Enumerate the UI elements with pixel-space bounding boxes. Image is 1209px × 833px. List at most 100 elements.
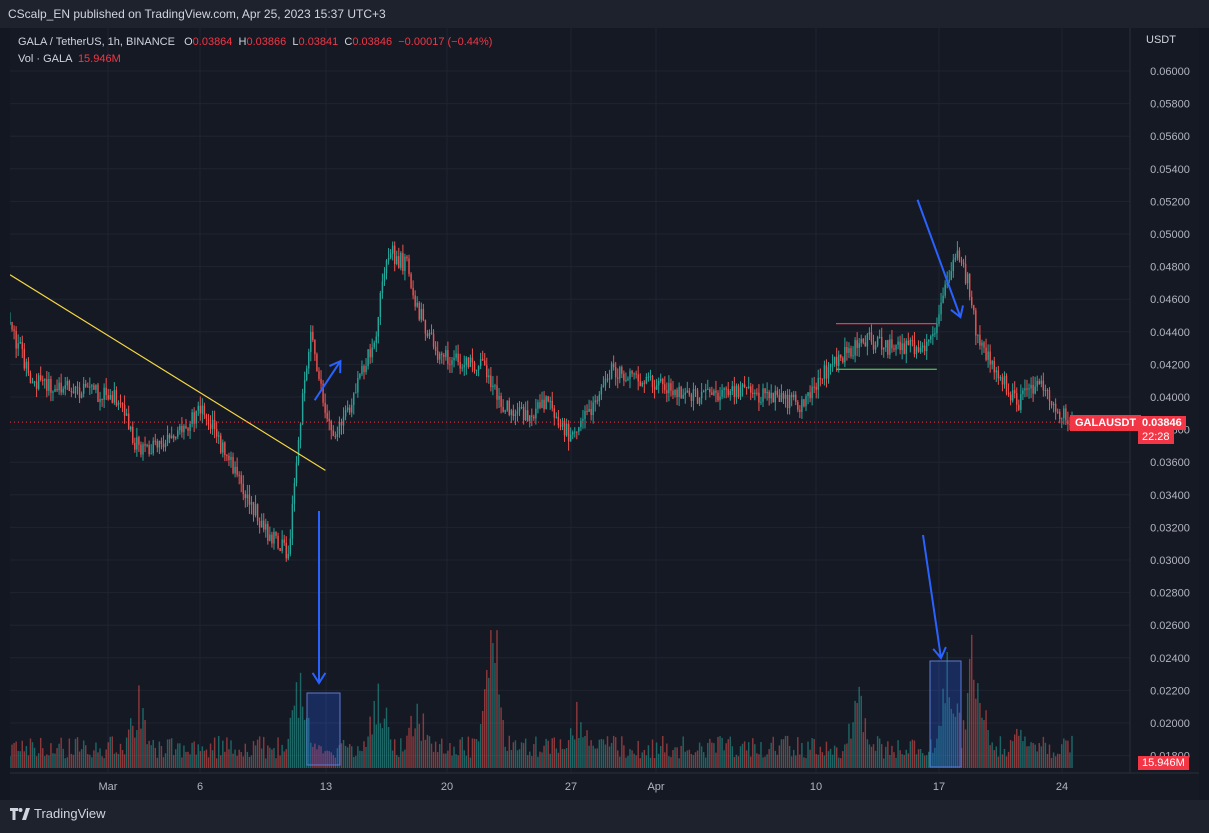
- candle-body: [463, 365, 465, 368]
- volume-bar: [655, 742, 658, 768]
- volume-bar: [367, 736, 369, 768]
- candle-body: [866, 334, 869, 347]
- volume-highlight-box-1[interactable]: [306, 692, 341, 766]
- candle-body: [803, 399, 805, 407]
- volume-bar: [123, 754, 126, 768]
- volume-bar: [572, 735, 574, 768]
- volume-bar: [803, 757, 805, 768]
- volume-bar: [146, 744, 148, 768]
- candle-body: [831, 363, 834, 365]
- volume-bar: [981, 717, 983, 768]
- volume-bar: [461, 737, 463, 768]
- candle-body: [702, 391, 705, 393]
- candle-body: [490, 375, 492, 388]
- volume-bar: [831, 754, 834, 768]
- volume-bar: [563, 749, 566, 768]
- price-chart[interactable]: 0.06000 0.05800 0.05600 0.05400 0.05200 0.050…: [10, 28, 1199, 800]
- volume-bar: [181, 757, 183, 768]
- candle-body: [357, 378, 359, 393]
- volume-bar: [850, 738, 852, 768]
- volume-bar: [617, 750, 619, 768]
- symbol-label[interactable]: GALA / TetherUS, 1h, BINANCE: [18, 36, 175, 48]
- tradingview-brand[interactable]: TradingView: [10, 806, 106, 821]
- candle-body: [142, 444, 144, 455]
- volume-arrow-2[interactable]: [922, 534, 942, 659]
- volume-bar: [674, 747, 676, 768]
- trendline[interactable]: [10, 274, 326, 471]
- volume-bar: [598, 739, 601, 768]
- volume-bar: [780, 739, 783, 768]
- price-axis[interactable]: 0.06000 0.05800 0.05600 0.05400 0.05200 0.050…: [1150, 66, 1190, 763]
- time-axis[interactable]: Mar 6 13 20 27 Apr 10 17 24: [99, 781, 1069, 793]
- volume-bar: [50, 743, 52, 768]
- candle-body: [600, 387, 603, 395]
- tradingview-logo-icon: [10, 807, 30, 820]
- price-arrow-1[interactable]: [313, 360, 342, 401]
- candle-body: [572, 432, 574, 435]
- candle-body: [993, 361, 995, 373]
- time-tick-label: 20: [441, 781, 453, 793]
- candle-body: [512, 410, 515, 417]
- candle-body: [1059, 411, 1061, 420]
- candle-body: [1038, 381, 1040, 384]
- volume-bar: [643, 749, 646, 768]
- volume-bar: [449, 743, 451, 768]
- candle-body: [310, 331, 312, 352]
- candle-body: [236, 466, 238, 475]
- candle-body: [355, 392, 357, 394]
- candle-body: [62, 388, 64, 393]
- volume-highlight-box-2[interactable]: [929, 660, 962, 768]
- volume-bar: [338, 744, 341, 768]
- volume-bar: [269, 747, 271, 768]
- volume-bar: [398, 756, 400, 768]
- candle-body: [705, 389, 707, 392]
- candle-body: [387, 257, 390, 261]
- volume-bar: [320, 746, 322, 768]
- candle-body: [612, 363, 615, 368]
- candle-body: [314, 339, 316, 355]
- volume-bar: [166, 739, 169, 768]
- candle-body: [297, 440, 300, 464]
- volume-bar: [479, 724, 482, 768]
- volume-bar: [960, 747, 963, 768]
- candle-body: [809, 392, 811, 399]
- volume-bar: [312, 746, 314, 768]
- time-tick-label: 27: [565, 781, 577, 793]
- volume-bar: [465, 755, 468, 768]
- volume-bar: [541, 752, 543, 768]
- price-tick-label: 0.03200: [1150, 522, 1190, 534]
- volume-bar: [191, 742, 193, 768]
- volume-bar: [797, 737, 799, 768]
- volume-bar: [608, 746, 611, 768]
- volume-bar: [185, 751, 187, 768]
- volume-bar: [74, 738, 77, 768]
- price-arrow-2[interactable]: [916, 199, 962, 318]
- candle-body: [539, 402, 541, 408]
- volume-bar: [721, 737, 723, 768]
- volume-bar: [297, 717, 300, 768]
- volume-bar: [1013, 734, 1016, 768]
- candle-body: [1009, 394, 1012, 401]
- candle-body: [838, 354, 840, 366]
- volume-bar: [21, 740, 23, 768]
- candle-body: [629, 370, 631, 379]
- volume-bar: [758, 754, 760, 768]
- volume-bar: [948, 697, 950, 768]
- volume-bar: [27, 755, 30, 768]
- candle-body: [451, 360, 453, 365]
- volume-bar: [64, 758, 66, 768]
- candle-body: [80, 393, 83, 398]
- candle-body: [641, 382, 644, 386]
- volume-bar: [254, 745, 257, 768]
- candle-body: [903, 343, 905, 354]
- candle-body: [1050, 400, 1053, 406]
- time-tick-label: 13: [320, 781, 332, 793]
- volume-bar: [467, 736, 470, 768]
- volume-bar: [426, 734, 429, 768]
- candle-body: [1063, 408, 1065, 419]
- volume-bar: [39, 737, 42, 768]
- volume-label[interactable]: Vol · GALA: [18, 53, 72, 65]
- volume-bar: [179, 743, 181, 768]
- volume-bar: [10, 756, 11, 768]
- candle-body: [68, 380, 71, 392]
